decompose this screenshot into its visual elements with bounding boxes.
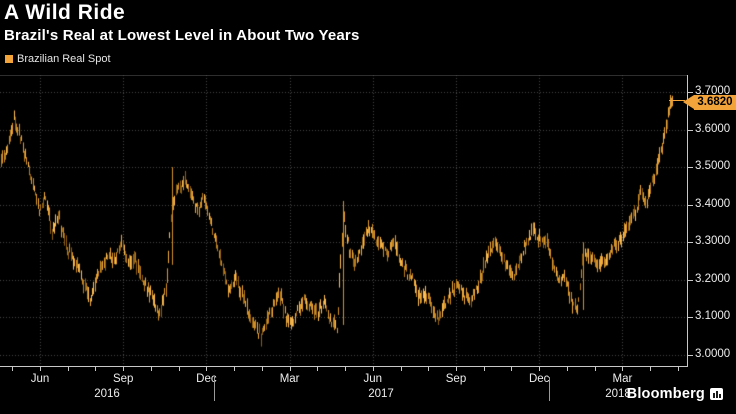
y-axis-tick [688, 317, 693, 318]
bloomberg-logo: Bloomberg [626, 386, 705, 402]
x-axis-tick [595, 367, 596, 371]
x-axis-month-label: Sep [445, 373, 467, 385]
x-axis-month-label: Dec [528, 373, 550, 385]
x-axis-year-label: 2018 [605, 388, 631, 400]
x-axis-tick [95, 367, 96, 371]
x-axis-tick [484, 367, 485, 371]
x-axis-tick [179, 367, 180, 371]
y-axis-tick-label: 3.1000 [695, 310, 731, 322]
y-axis-tick-label: 3.6000 [695, 123, 731, 135]
x-axis-tick [206, 367, 207, 371]
y-axis-tick [688, 242, 693, 243]
y-axis-tick-label: 3.0000 [695, 348, 731, 360]
last-price-flag-arrow-icon [683, 95, 694, 109]
x-axis-tick [290, 367, 291, 371]
legend-swatch-icon [5, 55, 13, 63]
bloomberg-chart-app-icon [710, 388, 723, 400]
chart-subtitle: Brazil's Real at Lowest Level in About T… [4, 27, 360, 44]
x-axis-tick [68, 367, 69, 371]
x-axis-tick [650, 367, 651, 371]
y-axis-tick-label: 3.4000 [695, 198, 731, 210]
x-axis-tick [234, 367, 235, 371]
plot-area [0, 75, 688, 367]
x-axis-year-label: 2016 [94, 388, 120, 400]
price-chart-canvas [0, 75, 688, 367]
x-axis-tick [262, 367, 263, 371]
x-axis-month-label: Jun [363, 373, 383, 385]
x-axis-tick [40, 367, 41, 371]
y-axis-tick [688, 167, 693, 168]
legend: Brazilian Real Spot [5, 53, 111, 65]
last-price-connector-line [669, 100, 685, 101]
x-axis-tick [345, 367, 346, 371]
x-axis-tick [539, 367, 540, 371]
y-axis-tick [688, 205, 693, 206]
x-axis-tick [12, 367, 13, 371]
year-separator [214, 377, 215, 401]
year-separator [549, 377, 550, 401]
x-axis-month-label: Mar [279, 373, 300, 385]
x-axis-tick [622, 367, 623, 371]
last-price-flag: 3.6820 [694, 95, 736, 110]
x-axis-tick [317, 367, 318, 371]
x-axis-year-label: 2017 [368, 388, 394, 400]
x-axis-tick [401, 367, 402, 371]
y-axis-tick-label: 3.7000 [695, 85, 731, 97]
chart-title: A Wild Ride [4, 1, 126, 24]
y-axis-tick [688, 355, 693, 356]
legend-label: Brazilian Real Spot [17, 53, 111, 65]
y-axis-tick-label: 3.3000 [695, 235, 731, 247]
x-axis-month-label: Dec [196, 373, 217, 385]
y-axis-tick [688, 130, 693, 131]
x-axis-tick [373, 367, 374, 371]
x-axis-tick [151, 367, 152, 371]
x-axis-month-label: Jun [30, 373, 50, 385]
x-axis-tick [678, 367, 679, 371]
x-axis-tick [567, 367, 568, 371]
x-axis-tick [511, 367, 512, 371]
x-axis-month-label: Sep [112, 373, 134, 385]
x-axis-tick [428, 367, 429, 371]
y-axis-tick [688, 92, 693, 93]
x-axis-tick [123, 367, 124, 371]
y-axis-tick-label: 3.5000 [695, 160, 731, 172]
y-axis-tick-label: 3.2000 [695, 273, 731, 285]
x-axis-month-label: Mar [612, 373, 633, 385]
y-axis-line [687, 75, 688, 367]
x-axis-line [0, 366, 688, 367]
y-axis-tick [688, 280, 693, 281]
x-axis-tick [456, 367, 457, 371]
branding: Bloomberg [627, 386, 724, 402]
